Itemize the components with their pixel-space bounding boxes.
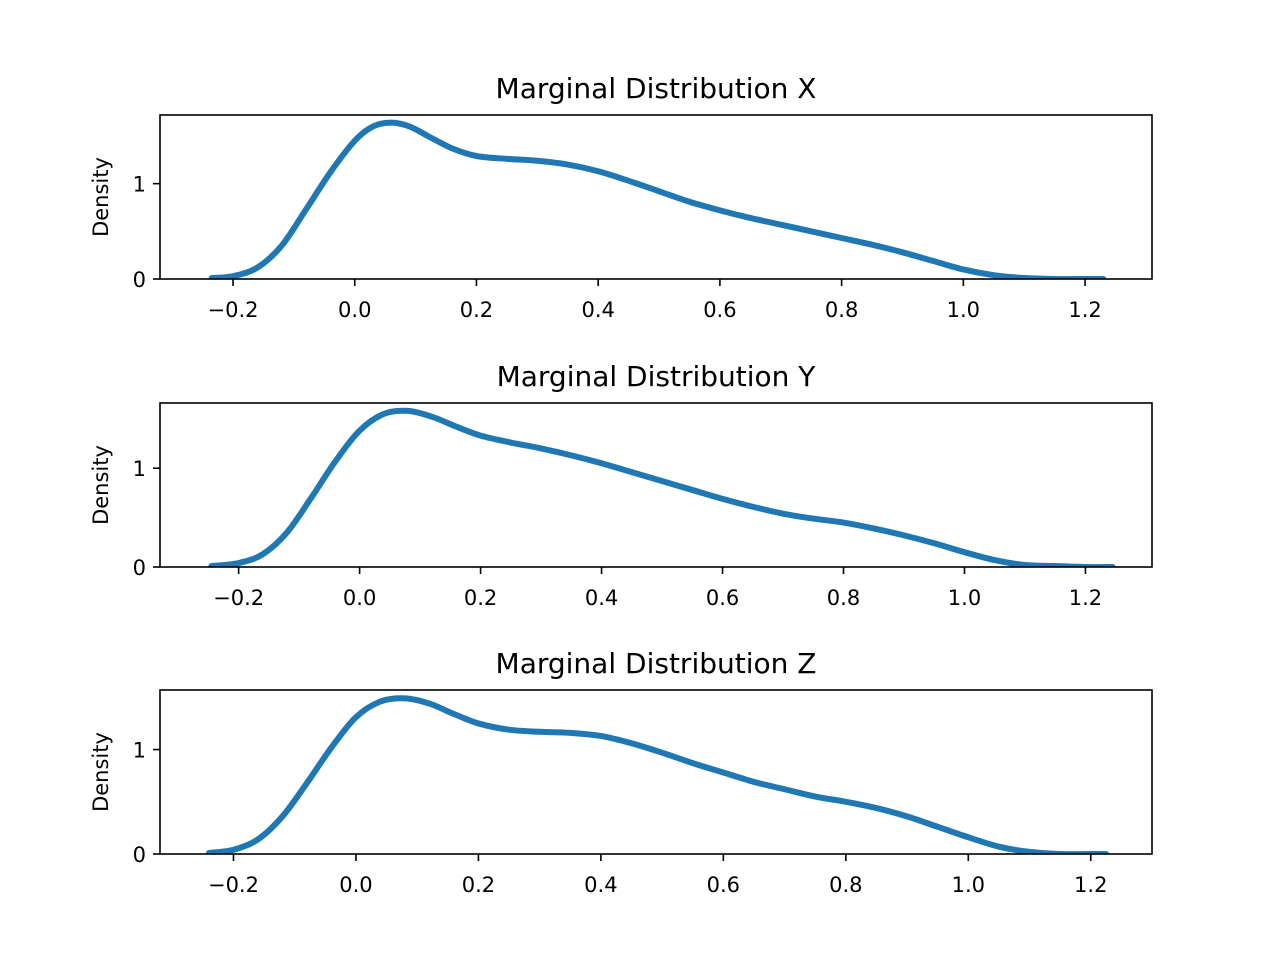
x-tick-label: 0.2: [460, 298, 493, 322]
density-curve-1: [208, 407, 1116, 567]
x-tick-label: 0.2: [462, 873, 495, 897]
x-tick-label: 0.4: [585, 586, 618, 610]
y-tick-label: 0: [133, 843, 146, 867]
x-tick-label: 1.0: [952, 873, 985, 897]
subplot-1: Marginal Distribution X Density −0.2 0.0 0.2…: [89, 72, 1153, 322]
x-tick-label: 0.6: [703, 298, 736, 322]
y-axis-label: Density: [89, 445, 113, 525]
y-tick-label: 1: [133, 739, 146, 763]
x-tick-label: 0.6: [706, 586, 739, 610]
x-tick-label: −0.2: [208, 873, 259, 897]
x-tick-label: 0.4: [584, 873, 617, 897]
x-tick-label: 0.0: [339, 873, 372, 897]
subplot-2: Marginal Distribution Y Density −0.2 0.0 0.2…: [89, 360, 1153, 610]
x-tick-label: 0.2: [464, 586, 497, 610]
density-curve-1: [208, 119, 1107, 279]
x-tick-label: 1.2: [1069, 586, 1102, 610]
axes-frame: [159, 114, 1153, 280]
axes-frame: [159, 402, 1153, 568]
y-axis-label: Density: [89, 157, 113, 237]
x-tick-label: 1.2: [1074, 873, 1107, 897]
x-tick-label: 1.0: [947, 298, 980, 322]
y-tick-label: 0: [133, 556, 146, 580]
y-tick-label: 1: [133, 457, 146, 481]
x-tick-label: 0.8: [829, 873, 862, 897]
x-tick-label: 0.0: [338, 298, 371, 322]
x-tick-label: 0.0: [343, 586, 376, 610]
x-tick-label: 0.4: [581, 298, 614, 322]
x-tick-label: 0.8: [825, 298, 858, 322]
x-tick-label: 1.2: [1068, 298, 1101, 322]
x-tick-label: −0.2: [208, 298, 259, 322]
x-tick-label: 0.6: [707, 873, 740, 897]
x-tick-label: 0.8: [827, 586, 860, 610]
y-axis-label: Density: [89, 732, 113, 812]
y-tick-label: 1: [133, 173, 146, 197]
subplot-title: Marginal Distribution Z: [496, 647, 817, 680]
subplot-3: Marginal Distribution Z Density −0.2 0.0 0.2…: [89, 647, 1153, 897]
x-tick-label: −0.2: [213, 586, 264, 610]
x-tick-label: 1.0: [948, 586, 981, 610]
y-tick-label: 0: [133, 268, 146, 292]
axes-frame: [159, 689, 1153, 855]
density-curve-1: [205, 695, 1110, 854]
subplot-title: Marginal Distribution X: [496, 72, 817, 105]
subplot-title: Marginal Distribution Y: [497, 360, 817, 393]
